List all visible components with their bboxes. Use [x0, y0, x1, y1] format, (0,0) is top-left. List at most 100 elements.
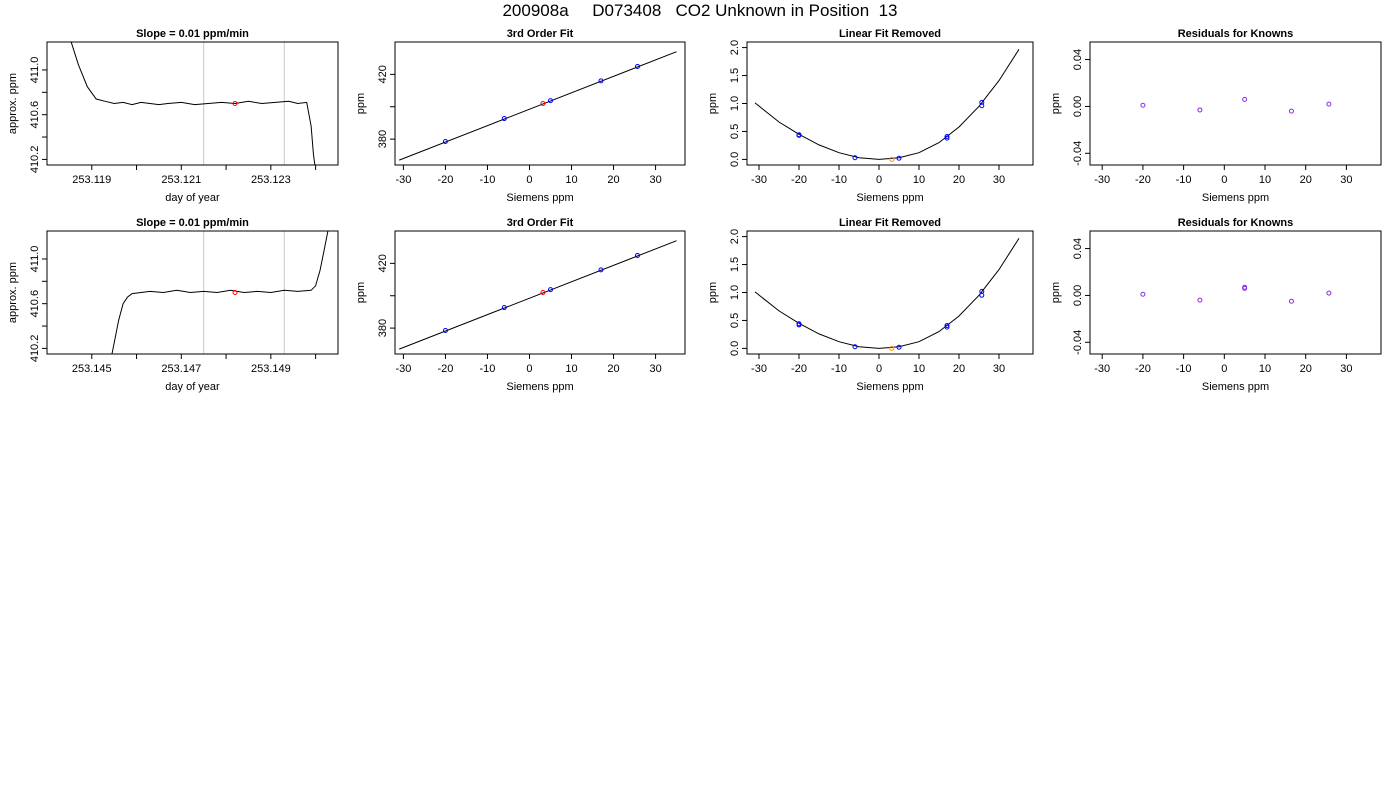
- x-tick-label: 20: [953, 363, 965, 375]
- x-tick-label: 10: [565, 363, 577, 375]
- x-tick-label: -10: [1176, 363, 1192, 375]
- x-tick-label: 20: [953, 174, 965, 186]
- y-axis-label: approx. ppm: [7, 73, 19, 134]
- trace-line: [111, 231, 329, 354]
- unknown-point: [540, 290, 546, 295]
- known-point: [979, 288, 985, 294]
- x-tick-label: 10: [913, 363, 925, 375]
- chart-title: Linear Fit Removed: [839, 217, 941, 229]
- x-tick-label: 10: [913, 174, 925, 186]
- chart-panel-5: Slope = 0.01 ppm/min day of year approx. p…: [7, 217, 339, 393]
- x-tick-label: 30: [649, 363, 661, 375]
- chart-title: 3rd Order Fit: [507, 217, 574, 229]
- chart-panel-3: Linear Fit Removed Siemens ppm ppm -30 -20 -1…: [707, 28, 1034, 204]
- x-tick-label: -20: [1135, 363, 1151, 375]
- y-tick-label: 1.0: [729, 96, 741, 111]
- x-tick-label: -30: [1094, 174, 1110, 186]
- y-tick-label: 411.0: [29, 57, 41, 84]
- chart-title: Residuals for Knowns: [1178, 217, 1294, 229]
- x-axis-label: Siemens ppm: [506, 192, 573, 204]
- x-tick-label: 253.147: [161, 363, 201, 375]
- y-tick-label: 420: [377, 65, 389, 83]
- chart-title: Slope = 0.01 ppm/min: [136, 217, 249, 229]
- plot-area: [70, 42, 316, 165]
- x-tick-label: -30: [1094, 363, 1110, 375]
- residual-point: [1197, 107, 1203, 113]
- y-tick-label: 0.04: [1072, 49, 1084, 70]
- x-tick-label: 253.145: [72, 363, 112, 375]
- y-axis-label: ppm: [1050, 282, 1062, 303]
- y-axis-label: ppm: [355, 93, 367, 114]
- residual-point: [1140, 291, 1146, 297]
- x-tick-label: 30: [993, 174, 1005, 186]
- unknown-marker: [232, 101, 238, 106]
- known-point: [852, 344, 858, 350]
- x-axis-label: Siemens ppm: [1202, 192, 1269, 204]
- x-tick-label: -30: [751, 363, 767, 375]
- x-tick-label: 253.149: [251, 363, 291, 375]
- known-point: [979, 103, 985, 109]
- known-point: [598, 78, 604, 84]
- x-axis-label: day of year: [165, 381, 220, 393]
- plot-area: [754, 49, 1020, 162]
- residual-point: [1242, 284, 1248, 290]
- y-axis-label: ppm: [707, 93, 719, 114]
- quadratic-curve: [754, 49, 1020, 160]
- x-tick-label: -10: [1176, 174, 1192, 186]
- plot-frame: [46, 230, 339, 355]
- quadratic-curve: [754, 238, 1020, 349]
- known-point: [979, 99, 985, 105]
- fit-line: [399, 51, 677, 161]
- y-tick-label: 2.0: [729, 40, 741, 55]
- x-tick-label: -30: [751, 174, 767, 186]
- residual-point: [1242, 96, 1248, 102]
- x-tick-label: -10: [831, 363, 847, 375]
- x-tick-label: 10: [565, 174, 577, 186]
- chart-title: 3rd Order Fit: [507, 28, 574, 40]
- x-tick-label: -30: [395, 363, 411, 375]
- residual-point: [1288, 108, 1294, 114]
- page-title: 200908a D073408 CO2 Unknown in Position …: [502, 1, 898, 20]
- y-axis-label: approx. ppm: [7, 262, 19, 323]
- known-point: [796, 321, 802, 327]
- x-tick-label: -30: [395, 174, 411, 186]
- y-tick-label: 0.5: [729, 124, 741, 139]
- x-tick-label: -20: [791, 363, 807, 375]
- chart-panel-4: Residuals for Knowns Siemens ppm ppm -30 -20…: [1050, 28, 1382, 204]
- x-tick-label: 0: [1221, 174, 1227, 186]
- known-point: [944, 133, 950, 139]
- x-tick-label: 253.119: [72, 174, 111, 186]
- x-tick-label: 0: [526, 363, 532, 375]
- unknown-point: [889, 345, 895, 351]
- y-axis-label: ppm: [355, 282, 367, 303]
- residual-point: [1326, 101, 1332, 107]
- chart-panel-7: Linear Fit Removed Siemens ppm ppm -30 -20 -1…: [707, 217, 1034, 393]
- y-tick-label: 0.00: [1072, 285, 1084, 306]
- residual-point: [1288, 298, 1294, 304]
- x-tick-label: -20: [1135, 174, 1151, 186]
- x-tick-label: 10: [1259, 174, 1271, 186]
- y-axis-label: ppm: [707, 282, 719, 303]
- y-tick-label: 410.6: [29, 290, 41, 318]
- chart-title: Residuals for Knowns: [1178, 28, 1294, 40]
- x-tick-label: -10: [831, 174, 847, 186]
- y-tick-label: 2.0: [729, 229, 741, 244]
- y-axis-label: ppm: [1050, 93, 1062, 114]
- y-tick-label: 0.00: [1072, 96, 1084, 117]
- unknown-point: [540, 101, 546, 106]
- known-point: [635, 252, 641, 258]
- plot-frame: [746, 230, 1034, 355]
- y-tick-label: 411.0: [29, 246, 41, 273]
- plot-area: [1140, 96, 1332, 114]
- known-point: [548, 287, 554, 293]
- unknown-marker: [232, 290, 238, 295]
- known-point: [442, 328, 448, 334]
- plot-area: [399, 51, 677, 161]
- plot-frame: [746, 41, 1034, 166]
- chart-panel-8: Residuals for Knowns Siemens ppm ppm -30 -20…: [1050, 217, 1382, 393]
- x-tick-label: -20: [437, 174, 453, 186]
- known-point: [442, 139, 448, 145]
- plot-frame: [1089, 230, 1382, 355]
- residual-point: [1197, 297, 1203, 303]
- known-point: [852, 155, 858, 161]
